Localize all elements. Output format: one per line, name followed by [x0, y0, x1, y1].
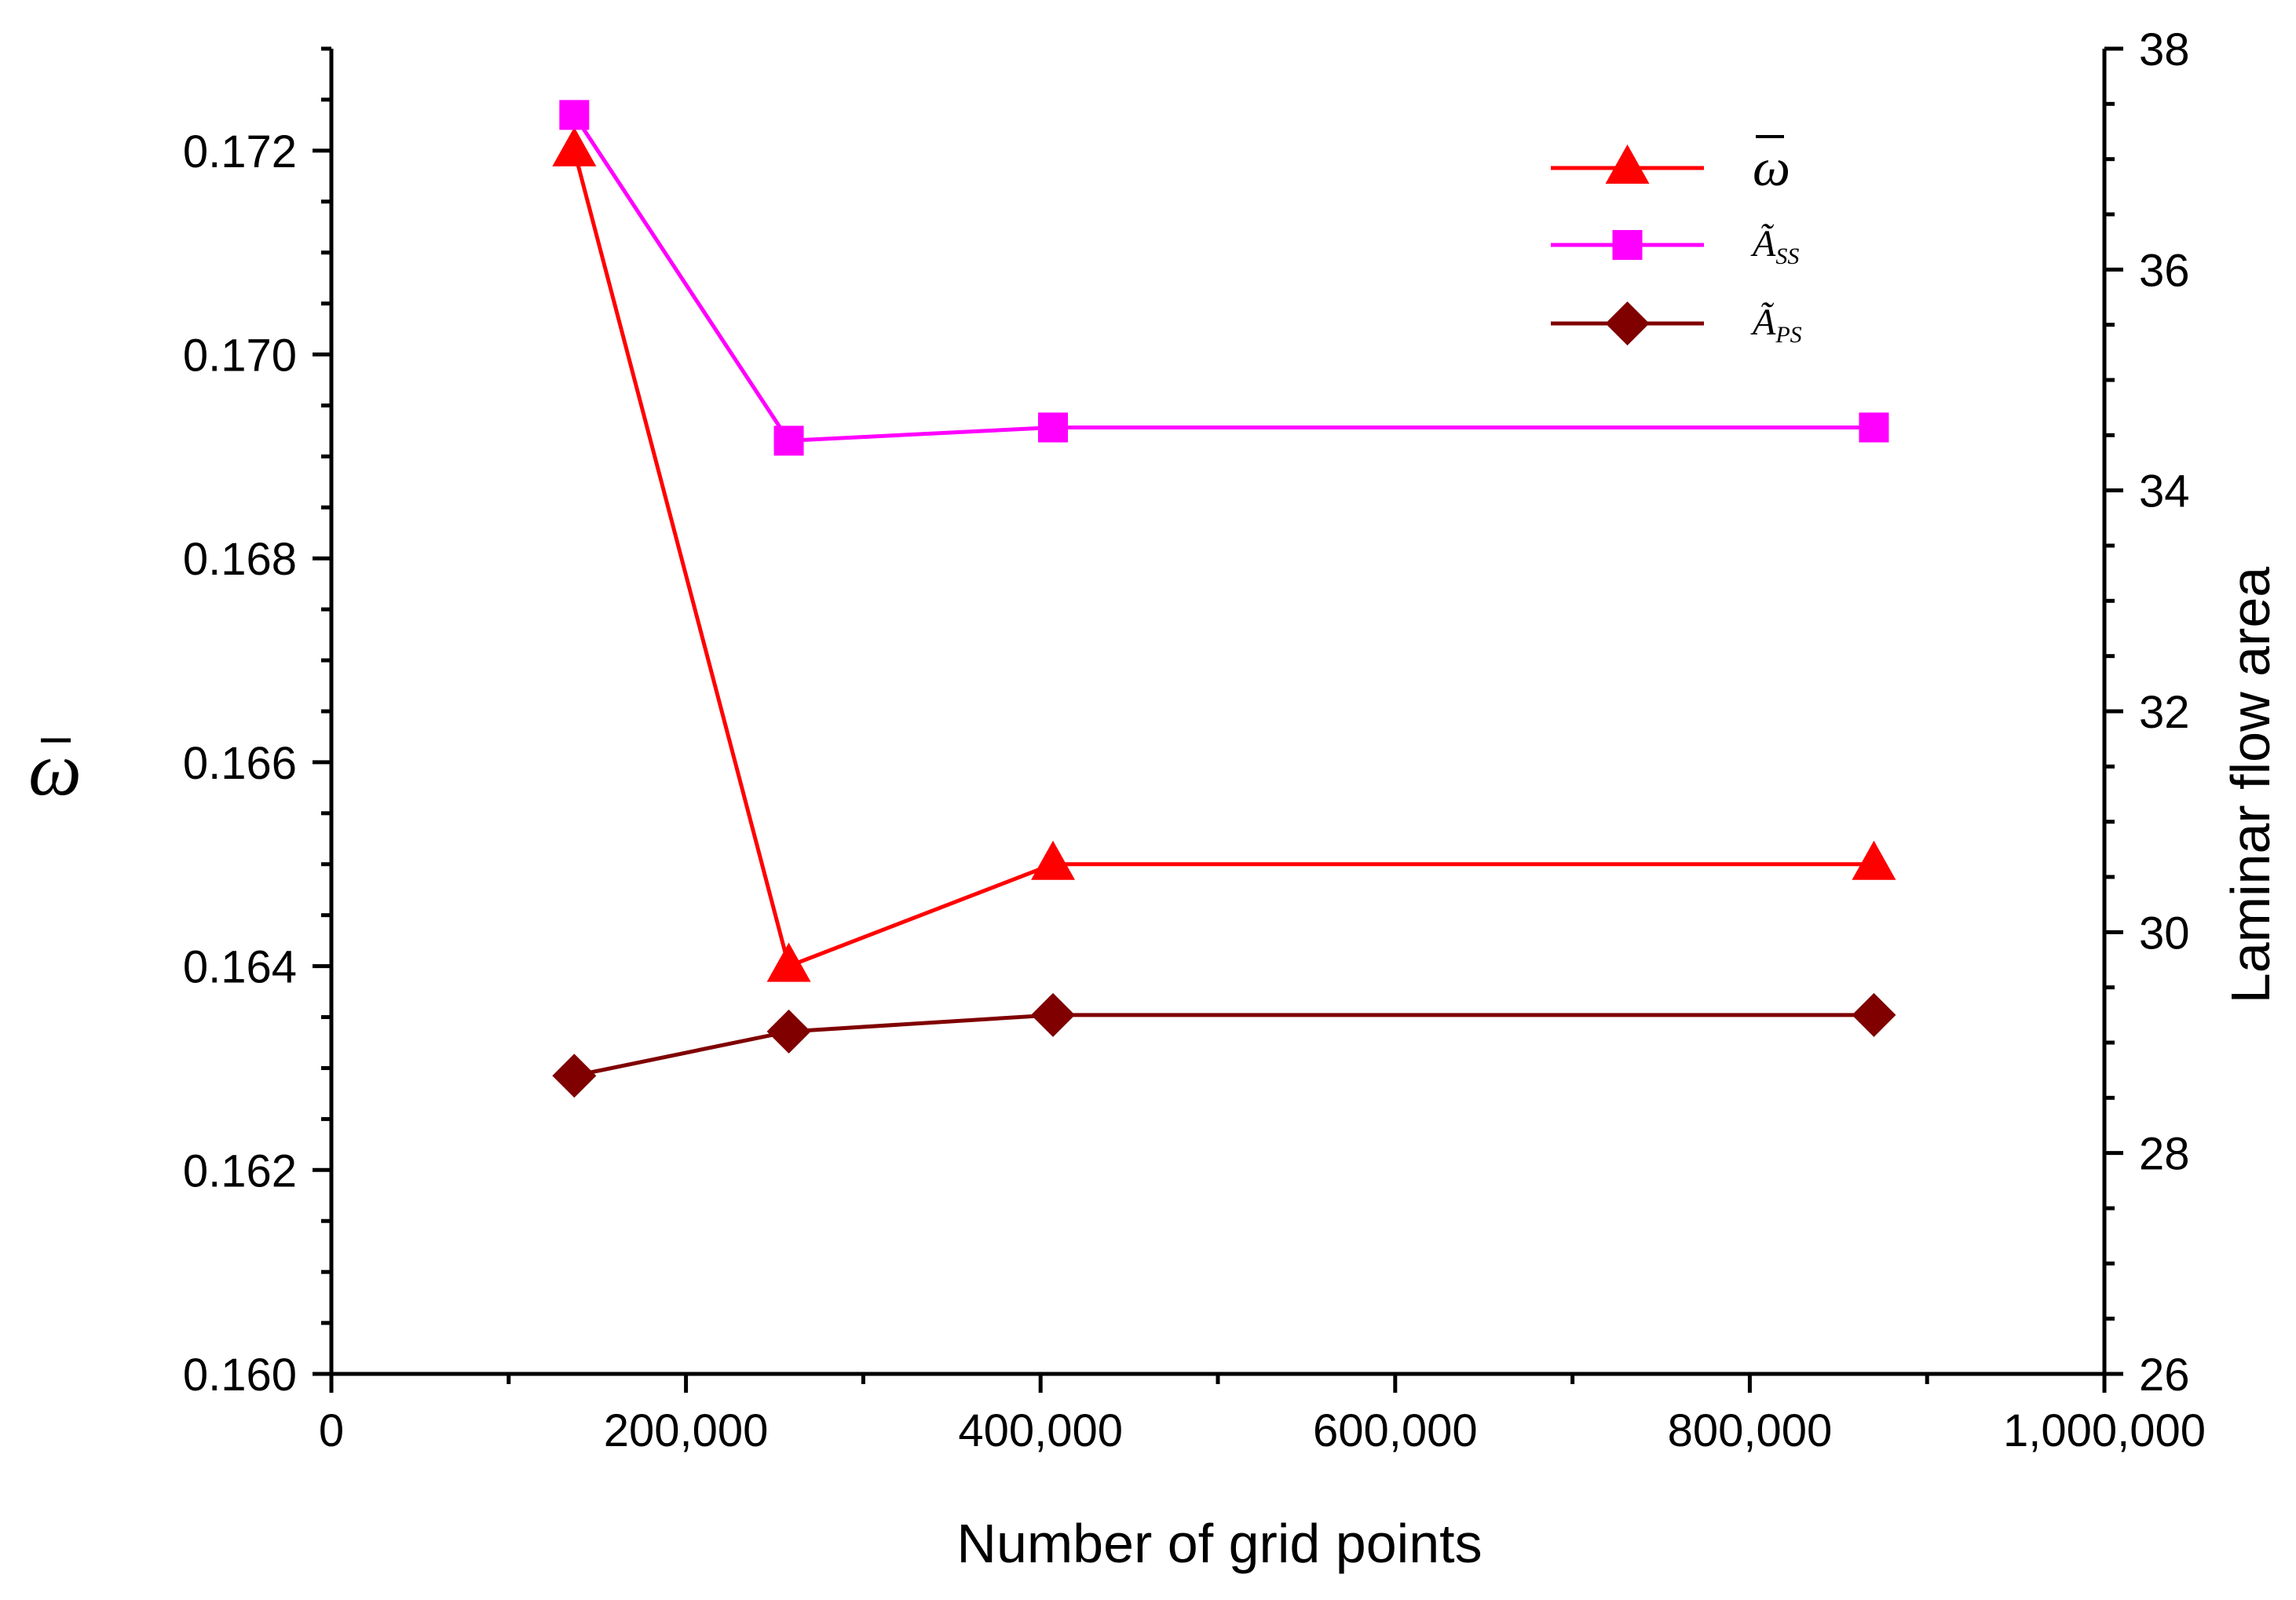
legend-item: ÃSS: [1551, 223, 1799, 269]
legend-label: ÃPS: [1750, 301, 1802, 348]
y-left-tick-label: 0.160: [183, 1350, 297, 1401]
y-left-tick-label: 0.168: [183, 534, 297, 585]
y-right-tick-label: 32: [2139, 687, 2190, 738]
legend-item: ÃPS: [1551, 301, 1802, 348]
y-right-tick-label: 34: [2139, 466, 2190, 517]
y-left-tick-label: 0.170: [183, 331, 297, 382]
series-1: [552, 126, 1896, 982]
y-left-tick-label: 0.166: [183, 738, 297, 789]
x-tick-label: 1,000,000: [2003, 1405, 2206, 1456]
data-point: [766, 942, 811, 982]
series-line: [573, 1013, 1874, 1078]
legend-marker: [1612, 230, 1643, 260]
legend-marker: [1605, 301, 1650, 345]
data-point: [1852, 840, 1896, 880]
series-3: [552, 992, 1896, 1098]
y-right-tick-label: 38: [2139, 24, 2190, 75]
series-line: [572, 114, 1874, 443]
data-point: [1031, 840, 1076, 880]
y-axis-left-title: ω: [28, 727, 82, 811]
data-point: [766, 1009, 811, 1054]
x-tick-label: 600,000: [1313, 1405, 1478, 1456]
x-tick-label: 800,000: [1668, 1405, 1833, 1456]
data-point: [1859, 412, 1889, 443]
plot-series: [552, 100, 1896, 1098]
data-point: [1038, 412, 1069, 443]
data-point: [1031, 992, 1076, 1037]
data-point: [773, 426, 804, 456]
y-left-tick-label: 0.164: [183, 942, 297, 993]
legend-label: ÃSS: [1750, 223, 1799, 269]
data-point: [559, 100, 590, 130]
x-tick-label: 200,000: [604, 1405, 769, 1456]
y-right-tick-label: 28: [2139, 1129, 2190, 1180]
data-point: [552, 1054, 597, 1098]
y-axis-right-title: Laminar flow area: [2220, 567, 2281, 1003]
legend: ω ÃSS ÃPS: [1551, 135, 1802, 348]
x-tick-label: 400,000: [958, 1405, 1123, 1456]
legend-marker: [1605, 144, 1650, 184]
axes: 0 200,000 400,000 600,000 800,000 1,000,000 0.…: [183, 24, 2206, 1456]
series-line: [572, 150, 1874, 969]
y-right-tick-label: 26: [2139, 1350, 2190, 1401]
series-2: [559, 100, 1889, 456]
y-right-tick-label: 36: [2139, 245, 2190, 296]
x-axis-title: Number of grid points: [956, 1513, 1482, 1574]
x-tick-label: 0: [319, 1405, 344, 1456]
y-right-tick-label: 30: [2139, 908, 2190, 959]
legend-item: ω: [1551, 135, 1790, 197]
data-point: [552, 126, 597, 166]
data-point: [1852, 992, 1896, 1037]
y-left-tick-label: 0.162: [183, 1145, 297, 1196]
y-left-tick-label: 0.172: [183, 126, 297, 177]
legend-label: ω: [1753, 137, 1790, 197]
